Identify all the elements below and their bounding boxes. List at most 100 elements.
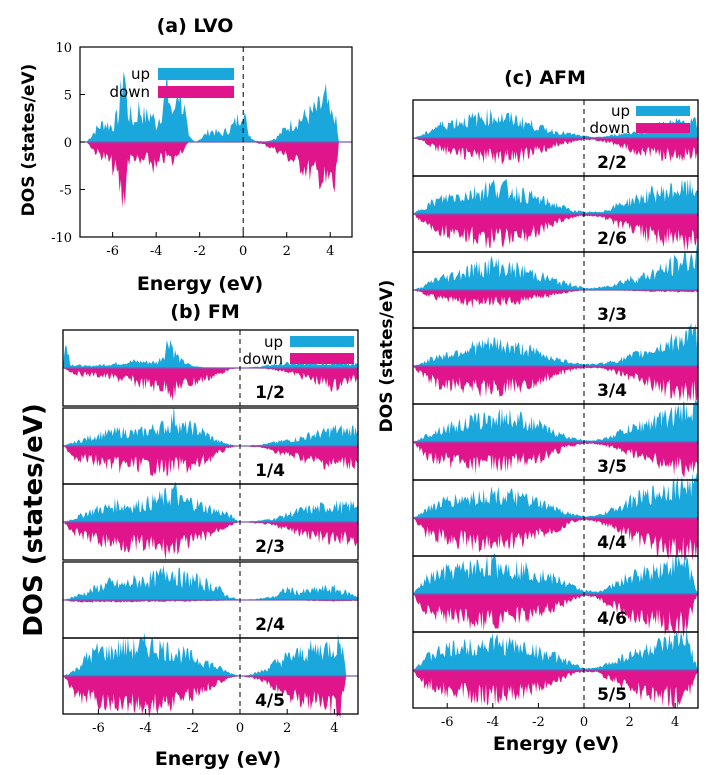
- panel-a-ylabel: DOS (states/eV): [19, 64, 39, 217]
- b-subplot-4/5: 4/5: [62, 632, 359, 719]
- panel-a-title: (a) LVO: [157, 15, 234, 37]
- legend-b-down-swatch: [290, 353, 354, 364]
- panel-a-series-group: [86, 68, 339, 209]
- subplot-label: 3/5: [597, 457, 627, 477]
- panel-b: (b) FM DOS (states/eV) Energy (eV) 1/21/…: [19, 301, 359, 770]
- subplot-frame: [62, 637, 359, 715]
- b-xtick-label: -4: [139, 721, 152, 736]
- panel-b-xlabel: Energy (eV): [155, 748, 281, 770]
- subplot-down-area: [63, 446, 358, 477]
- subplot-down-area: [63, 522, 358, 561]
- panel-b-xticks: -6 -4 -2 0 2 4: [92, 709, 339, 736]
- b-subplot-2/4: 2/4: [62, 561, 359, 639]
- subplot-up-area: [413, 108, 698, 138]
- subplot-frame: [62, 483, 359, 561]
- c-subplot-3/5: 3/5: [412, 399, 699, 481]
- legend-c-down-label: down: [590, 119, 630, 137]
- subplot-up-area: [413, 553, 698, 594]
- subplot-up-area: [413, 243, 698, 290]
- b-xtick-label: 0: [236, 721, 244, 736]
- c-xtick-label: 4: [671, 715, 679, 730]
- c-xtick-label: 0: [580, 715, 588, 730]
- panel-a-xticks: -6 -4 -2 0 2 4: [106, 232, 334, 259]
- panel-c-legend: up down: [590, 102, 690, 137]
- c-subplot-5/5: 5/5: [412, 626, 699, 710]
- c-subplot-4/4: 4/4: [412, 472, 699, 562]
- subplot-up-area: [413, 399, 698, 442]
- a-xtick-label: 4: [326, 244, 334, 259]
- subplot-down-area: [413, 518, 698, 562]
- c-subplot-4/6: 4/6: [412, 553, 699, 639]
- a-ytick-label: 10: [55, 41, 72, 56]
- c-subplot-3/3: 3/3: [412, 243, 699, 329]
- legend-c-up-swatch: [636, 106, 690, 116]
- a-ytick-label: -10: [51, 231, 72, 246]
- a-xtick-label: 2: [283, 244, 291, 259]
- subplot-up-area: [63, 339, 358, 368]
- c-xtick-label: -2: [532, 715, 545, 730]
- a-ytick-label: 5: [64, 89, 72, 104]
- subplot-down-area: [413, 670, 698, 710]
- legend-down-label: down: [110, 83, 150, 101]
- legend-up-swatch: [158, 68, 234, 80]
- subplot-label: 3/4: [597, 381, 627, 401]
- a-xtick-label: -2: [193, 244, 206, 259]
- c-subplot-2/2: 2/2: [412, 99, 699, 177]
- panel-c-xticks: -6 -4 -2 0 2 4: [441, 703, 679, 730]
- panel-a-xlabel: Energy (eV): [137, 273, 263, 295]
- subplot-down-area: [63, 368, 358, 402]
- subplot-frame: [412, 631, 699, 709]
- legend-b-down-label: down: [243, 350, 283, 368]
- subplot-label: 2/4: [255, 615, 285, 635]
- subplot-label: 5/5: [597, 685, 627, 705]
- subplot-down-area: [413, 366, 698, 403]
- c-subplot-2/6: 2/6: [412, 175, 699, 253]
- legend-b-up-label: up: [264, 333, 283, 351]
- panel-a-yticks: 10 5 0 -5 -10: [51, 41, 85, 246]
- panel-b-legend: up down: [243, 333, 354, 368]
- subplot-label: 4/6: [597, 609, 627, 629]
- series-up-area: [86, 68, 339, 142]
- c-xtick-label: -6: [441, 715, 454, 730]
- subplot-label: 4/4: [597, 533, 627, 553]
- subplot-up-area: [63, 632, 358, 676]
- panel-a: (a) LVO DOS (states/eV) Energy (eV) -6 -4…: [19, 15, 353, 295]
- legend-up-label: up: [131, 65, 150, 83]
- subplot-label: 4/5: [255, 691, 285, 711]
- a-ytick-label: -5: [59, 184, 72, 199]
- subplot-down-area: [413, 214, 698, 252]
- panel-b-subplots: 1/2 1/4 2/3 2/4 4/5: [62, 329, 359, 719]
- subplot-down-area: [413, 594, 698, 639]
- subplot-up-area: [413, 322, 698, 366]
- subplot-down-area: [413, 442, 698, 478]
- subplot-up-area: [63, 403, 358, 446]
- subplot-label: 2/3: [255, 537, 285, 557]
- subplot-up-area: [413, 626, 698, 670]
- series-down-area: [86, 142, 339, 209]
- subplot-down-area: [63, 676, 358, 719]
- legend-c-down-swatch: [636, 123, 690, 133]
- subplot-down-area: [413, 290, 698, 309]
- legend-c-up-label: up: [611, 102, 630, 120]
- panel-a-legend: up down: [110, 65, 234, 101]
- c-xtick-label: 2: [625, 715, 633, 730]
- panel-c: (c) AFM DOS (states/eV) Energy (eV) 2/22…: [377, 67, 699, 755]
- subplot-label: 1/2: [255, 383, 285, 403]
- a-xtick-label: -6: [106, 244, 119, 259]
- a-xtick-label: 0: [239, 244, 247, 259]
- subplot-label: 1/4: [255, 461, 285, 481]
- subplot-up-area: [413, 472, 698, 518]
- panel-b-ylabel: DOS (states/eV): [19, 403, 49, 636]
- subplot-frame: [62, 329, 359, 407]
- a-ytick-label: 0: [64, 136, 72, 151]
- c-subplot-3/4: 3/4: [412, 322, 699, 405]
- b-xtick-label: -2: [186, 721, 199, 736]
- subplot-down-area: [413, 138, 698, 165]
- panel-b-title: (b) FM: [170, 301, 239, 323]
- b-xtick-label: -6: [92, 721, 105, 736]
- b-xtick-label: 4: [330, 721, 338, 736]
- panel-c-ylabel: DOS (states/eV): [377, 280, 397, 433]
- b-xtick-label: 2: [283, 721, 291, 736]
